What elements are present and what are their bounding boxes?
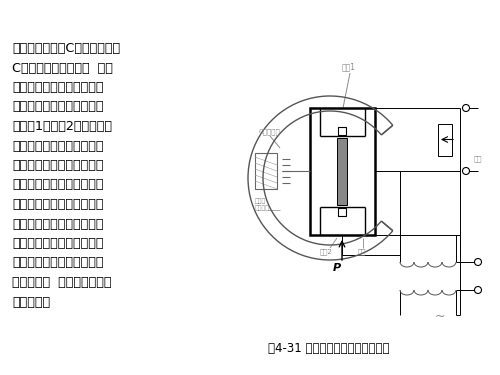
Text: P: P <box>333 263 341 273</box>
Text: 图4-31 变隙式差动电感压力传感器: 图4-31 变隙式差动电感压力传感器 <box>268 342 390 355</box>
Text: 端连接成一体的衔铁运动，: 端连接成一体的衔铁运动， <box>12 100 104 114</box>
Text: 种变化通过电桥电路转换成: 种变化通过电桥电路转换成 <box>12 198 104 211</box>
Bar <box>310 108 375 235</box>
Bar <box>338 208 346 216</box>
Circle shape <box>474 258 482 266</box>
Text: 输出: 输出 <box>474 155 482 162</box>
Bar <box>438 123 452 156</box>
Text: 线圈2: 线圈2 <box>320 248 333 255</box>
Text: 化。即一个电感量增大，另: 化。即一个电感量增大，另 <box>12 159 104 172</box>
Text: 线圈1: 线圈1 <box>342 62 356 71</box>
Text: 由端发生位移，带动与自由: 由端发生位移，带动与自由 <box>12 81 104 94</box>
Text: 调机械
零点螺钉: 调机械 零点螺钉 <box>255 198 270 211</box>
Circle shape <box>462 168 469 174</box>
Text: 力的大小。: 力的大小。 <box>12 296 50 309</box>
Circle shape <box>474 286 482 294</box>
Text: 生大小相等、符号相反的变: 生大小相等、符号相反的变 <box>12 140 104 153</box>
Text: C形弹簧管: C形弹簧管 <box>259 128 281 135</box>
Text: 电压输出。由于输出电压与: 电压输出。由于输出电压与 <box>12 217 104 231</box>
Text: 使线圈1和线圈2中的电感发: 使线圈1和线圈2中的电感发 <box>12 120 112 133</box>
Text: 一个电感量减小。电感的这: 一个电感量减小。电感的这 <box>12 178 104 192</box>
Bar <box>255 153 277 189</box>
Text: C形弹簧管产生变形，  其自: C形弹簧管产生变形， 其自 <box>12 62 113 75</box>
Bar <box>337 138 347 205</box>
Text: 衔铁: 衔铁 <box>358 248 366 255</box>
Bar <box>338 127 346 135</box>
Text: 所以只要用检测仪表测量出: 所以只要用检测仪表测量出 <box>12 256 104 270</box>
Text: 输出电压，  即可得知被测压: 输出电压， 即可得知被测压 <box>12 276 112 289</box>
Text: 被测压力之间成比例关系，: 被测压力之间成比例关系， <box>12 237 104 250</box>
Circle shape <box>462 105 469 111</box>
Text: 当被测压力进入C形弹簧管时，: 当被测压力进入C形弹簧管时， <box>12 42 120 55</box>
Text: ~: ~ <box>435 310 446 323</box>
